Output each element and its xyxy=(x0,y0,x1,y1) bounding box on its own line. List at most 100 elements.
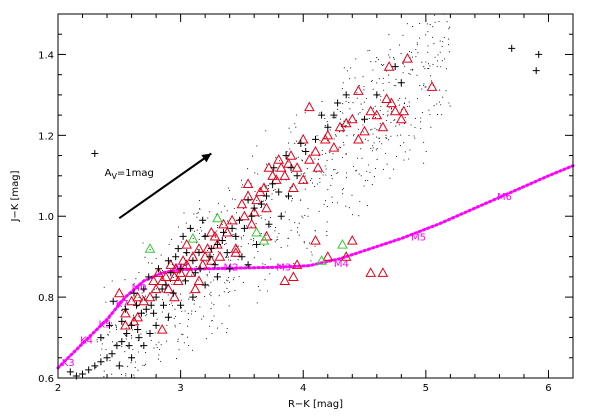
star-dot xyxy=(420,117,422,119)
star-dot xyxy=(414,126,416,129)
plus-marker xyxy=(302,148,310,155)
star-dot xyxy=(385,134,387,136)
star-dot xyxy=(330,184,332,186)
plus-marker xyxy=(189,257,197,265)
star-dot xyxy=(392,57,395,59)
plus-marker xyxy=(236,216,243,224)
star-dot xyxy=(368,117,370,120)
red-triangle-marker xyxy=(153,267,164,277)
star-dot xyxy=(363,89,365,91)
star-dot xyxy=(423,66,425,68)
star-dot xyxy=(132,291,134,293)
star-dot xyxy=(415,56,417,58)
star-dot xyxy=(341,156,343,158)
star-dot xyxy=(96,341,98,343)
star-dot xyxy=(304,143,306,146)
star-dot xyxy=(251,155,254,157)
star-dot xyxy=(270,225,272,227)
star-dot xyxy=(423,83,425,85)
plus-marker xyxy=(223,249,231,257)
star-dot xyxy=(348,102,350,104)
star-dot xyxy=(383,64,385,66)
plus-marker xyxy=(128,321,136,329)
star-dot xyxy=(332,116,334,118)
star-dot xyxy=(318,159,320,161)
star-dot xyxy=(360,175,362,177)
plus-marker xyxy=(258,200,265,208)
star-dot xyxy=(254,190,256,192)
star-dot xyxy=(179,323,181,325)
star-dot xyxy=(271,198,273,201)
star-dot xyxy=(181,333,183,335)
star-dot xyxy=(199,208,201,210)
star-dot xyxy=(319,177,321,180)
star-dot xyxy=(187,336,189,338)
star-dot xyxy=(448,38,450,40)
star-dot xyxy=(238,218,240,221)
star-dot xyxy=(304,145,306,147)
star-dot xyxy=(120,373,123,376)
star-dot xyxy=(278,233,280,235)
star-dot xyxy=(439,89,441,91)
star-dot xyxy=(434,56,436,58)
star-dot xyxy=(373,142,375,144)
plus-marker xyxy=(146,330,154,337)
star-dot xyxy=(380,105,382,108)
y-axis-label: J−K [mag] xyxy=(10,170,21,222)
star-dot xyxy=(388,54,390,56)
star-dot xyxy=(389,48,391,51)
star-dot xyxy=(256,302,258,304)
star-dot xyxy=(211,302,213,304)
red-triangle-marker xyxy=(193,275,205,285)
star-dot xyxy=(324,200,327,202)
star-dot xyxy=(420,121,422,123)
sequence-label: M6 xyxy=(497,192,512,203)
star-dot xyxy=(241,187,243,189)
star-dot xyxy=(326,121,328,123)
star-dot xyxy=(142,242,144,244)
star-dot xyxy=(329,129,331,131)
star-dot xyxy=(262,201,264,203)
star-dot xyxy=(395,125,397,127)
star-dot xyxy=(416,74,418,76)
star-dot xyxy=(348,78,351,80)
x-tick-label: 3 xyxy=(177,383,183,394)
plus-marker xyxy=(535,50,543,58)
star-dot xyxy=(437,54,439,56)
star-dot xyxy=(160,254,162,256)
star-dot xyxy=(318,210,320,212)
star-dot xyxy=(367,179,369,182)
star-dot xyxy=(132,329,134,331)
star-dot xyxy=(238,275,240,277)
star-dot xyxy=(221,323,223,325)
star-dot xyxy=(408,51,411,53)
red-triangle-marker xyxy=(383,61,395,71)
plus-marker xyxy=(164,257,172,265)
star-dot xyxy=(150,339,152,341)
star-dot xyxy=(151,262,153,264)
star-dot xyxy=(134,367,136,369)
star-dot xyxy=(449,51,451,53)
green-triangle-marker xyxy=(337,238,348,249)
star-dot xyxy=(105,322,107,324)
plus-marker xyxy=(172,253,180,261)
star-dot xyxy=(174,308,176,310)
star-dot xyxy=(301,150,303,152)
red-triangle-marker xyxy=(172,275,184,285)
star-dot xyxy=(388,139,390,141)
star-dot xyxy=(416,98,419,100)
star-dot xyxy=(171,238,173,240)
star-dot xyxy=(293,262,295,265)
star-dot xyxy=(330,175,332,177)
star-dot xyxy=(402,62,404,64)
star-dot xyxy=(179,293,182,295)
star-dot xyxy=(397,99,399,101)
star-dot xyxy=(339,111,341,113)
red-triangle-marker xyxy=(346,234,358,245)
star-dot xyxy=(346,135,348,137)
plus-marker xyxy=(218,237,226,244)
star-dot xyxy=(155,344,157,346)
star-dot xyxy=(138,296,140,299)
star-dot xyxy=(203,222,205,224)
star-dot xyxy=(191,274,193,276)
